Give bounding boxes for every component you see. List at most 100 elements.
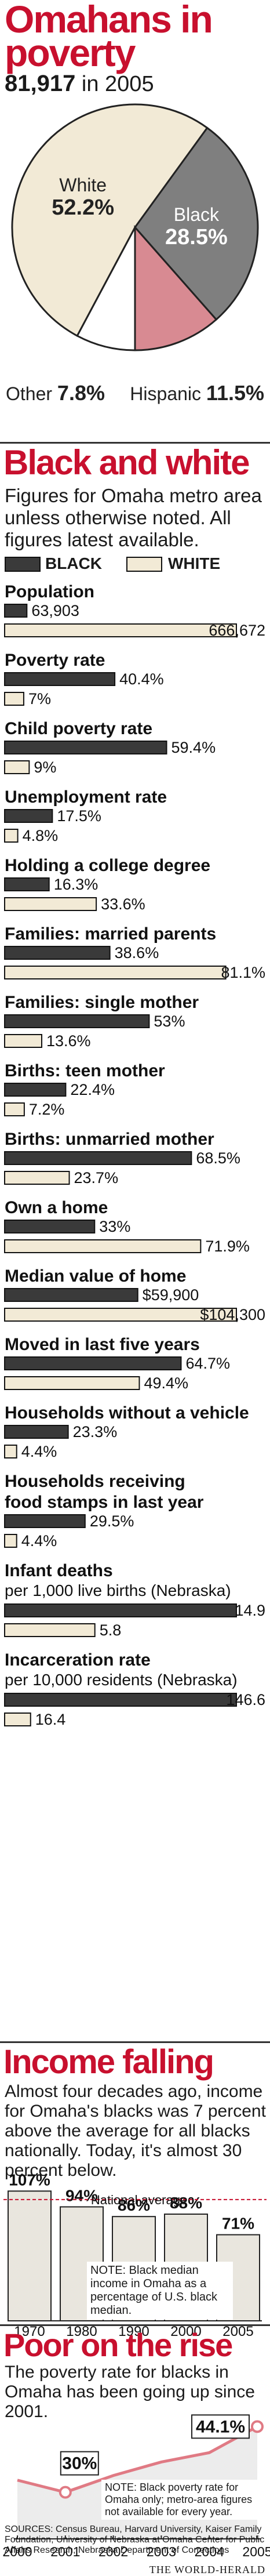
pie-value-hispanic: 11.5% (206, 381, 264, 405)
group-label-13: food stamps in last year (5, 1493, 204, 1512)
bar-white-value-7: 7.2% (29, 1101, 65, 1118)
bar-black-15 (4, 1693, 237, 1707)
bar-white-value-14: 5.8 (100, 1621, 122, 1639)
pie-label-black: Black (174, 204, 220, 225)
bar-white-value-4: 33.6% (101, 895, 145, 913)
legend-black-label: BLACK (45, 554, 102, 572)
year-label-2003: 2003 (147, 2544, 176, 2559)
group-label-0: Population (5, 582, 94, 601)
group-label-10: Median value of home (5, 1267, 186, 1286)
bar-black-9 (4, 1220, 96, 1233)
bar-black-value-7: 22.4% (70, 1081, 115, 1098)
bw-title: Black and white (3, 443, 250, 482)
pie-slice-black (134, 126, 259, 321)
bar-black-5 (4, 946, 111, 960)
poverty-section: Omahans in poverty 81,917 in 2005 White 5… (0, 0, 270, 441)
year-label-2004: 2004 (195, 2544, 224, 2559)
income-value-1980: 94% (65, 2186, 98, 2204)
legend-white-label: WHITE (168, 554, 221, 572)
bar-black-13 (4, 1514, 86, 1528)
bar-black-value-0: 63,903 (31, 602, 79, 619)
pie-label-hispanic: Hispanic 11.5% (130, 381, 264, 405)
bar-black-value-11: 64.7% (185, 1355, 230, 1372)
poverty-line (17, 2425, 258, 2494)
bar-white-9 (4, 1239, 202, 1253)
bar-black-value-14: 14.9 (235, 1602, 265, 1619)
group-sublabel-15: per 10,000 residents (Nebraska) (5, 1671, 238, 1689)
bar-black-value-8: 68.5% (196, 1149, 240, 1167)
bar-white-7 (4, 1102, 25, 1116)
bar-black-10 (4, 1288, 138, 1302)
income-year-2000: 2000 (170, 2324, 201, 2338)
income-bar-1970 (8, 2190, 52, 2322)
legend-white-swatch (126, 557, 162, 572)
bar-white-value-6: 13.6% (46, 1032, 91, 1050)
group-label-5: Families: married parents (5, 924, 216, 944)
bar-white-3 (4, 829, 19, 843)
bar-white-2 (4, 760, 30, 774)
group-label-15: Incarceration rate (5, 1650, 151, 1670)
income-value-2005: 71% (222, 2215, 254, 2233)
bar-white-value-8: 23.7% (74, 1169, 119, 1187)
income-year-1970: 1970 (14, 2324, 45, 2338)
group-label-1: Poverty rate (5, 651, 105, 670)
bar-white-value-1: 7% (28, 690, 51, 708)
bar-black-value-15: 146.6 (226, 1691, 265, 1708)
bar-white-value-13: 4.4% (21, 1532, 57, 1550)
bar-black-3 (4, 809, 53, 823)
bar-white-8 (4, 1171, 70, 1185)
poverty-total-value: 81,917 (5, 71, 76, 96)
group-label-8: Births: unmarried mother (5, 1130, 214, 1149)
poverty-total: 81,917 in 2005 (5, 71, 154, 97)
bar-black-12 (4, 1425, 69, 1439)
bar-black-value-10: $59,900 (143, 1286, 199, 1304)
rise-note: NOTE: Black poverty rate for Omaha only;… (101, 2480, 259, 2520)
bar-white-11 (4, 1376, 140, 1390)
bar-black-6 (4, 1014, 150, 1028)
group-label-7: Births: teen mother (5, 1061, 165, 1080)
group-label-3: Unemployment rate (5, 788, 167, 807)
annotation-box-2005 (191, 2414, 250, 2439)
bar-black-value-13: 29.5% (90, 1512, 134, 1530)
year-label-2005: 2005 (242, 2544, 270, 2559)
annotation-label-2005: 44.1% (196, 2417, 245, 2436)
bar-black-0 (4, 604, 28, 618)
pie-label-white: White (59, 175, 107, 195)
pie-value-white: 52.2% (52, 195, 114, 220)
bar-black-8 (4, 1151, 192, 1165)
income-value-2000: 88% (170, 2194, 202, 2212)
income-section: Income falling Almost four decades ago, … (0, 2041, 270, 2338)
bar-black-value-12: 23.3% (73, 1423, 118, 1441)
bar-black-value-1: 40.4% (119, 670, 164, 688)
bar-black-14 (4, 1603, 237, 1617)
rise-intro: The poverty rate for blacks in Omaha has… (5, 2363, 255, 2421)
group-label-13: Households receiving (5, 1472, 185, 1491)
income-intro: Almost four decades ago, income for Omah… (5, 2082, 266, 2180)
bar-black-value-2: 59.4% (172, 739, 216, 756)
group-sublabel-14: per 1,000 live births (Nebraska) (5, 1581, 231, 1599)
year-label-2000: 2000 (2, 2544, 32, 2559)
bar-black-2 (4, 741, 167, 754)
bar-black-1 (4, 672, 116, 686)
income-year-1990: 1990 (118, 2324, 149, 2338)
sources: SOURCES: Census Bureau, Harvard Universi… (5, 2524, 265, 2555)
year-label-2001: 2001 (50, 2544, 80, 2559)
pie-slice-other (76, 227, 136, 351)
group-label-12: Households without a vehicle (5, 1403, 249, 1423)
bar-white-10 (4, 1308, 237, 1322)
bar-white-value-11: 49.4% (144, 1374, 188, 1392)
bar-black-11 (4, 1356, 182, 1370)
income-year-2005: 2005 (222, 2324, 253, 2338)
group-label-6: Families: single mother (5, 993, 199, 1012)
pie-value-black: 28.5% (165, 225, 228, 249)
income-note: NOTE: Black median income in Omaha as a … (87, 2262, 233, 2320)
group-label-9: Own a home (5, 1198, 108, 1217)
bar-black-value-6: 53% (154, 1013, 185, 1030)
bw-intro: Figures for Omaha metro area unless othe… (5, 485, 262, 550)
bar-white-4 (4, 897, 97, 911)
poverty-total-suffix: in 2005 (81, 72, 154, 96)
bar-white-0 (4, 623, 237, 637)
bar-black-value-9: 33% (99, 1218, 130, 1235)
